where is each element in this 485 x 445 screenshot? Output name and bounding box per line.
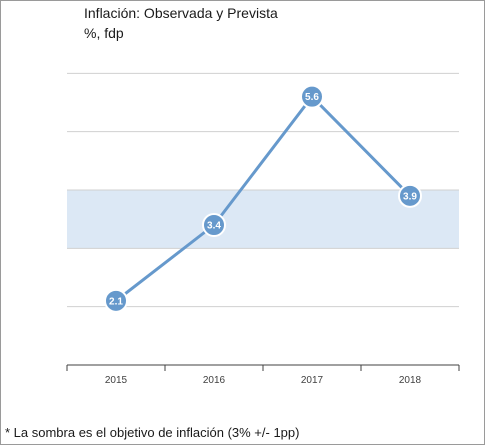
target-band — [67, 190, 459, 249]
series-line — [115, 95, 412, 303]
data-label: 3.4 — [207, 221, 221, 232]
footnote: * La sombra es el objetivo de inflación … — [5, 425, 300, 440]
data-label: 2.1 — [109, 296, 123, 307]
data-point — [398, 183, 422, 208]
data-point — [300, 84, 324, 109]
x-tick-label: 2018 — [399, 375, 422, 386]
chart-title: Inflación: Observada y Prevista — [84, 5, 278, 21]
chart-subtitle: %, fdp — [84, 25, 124, 41]
data-point — [202, 213, 226, 237]
data-point — [104, 288, 128, 313]
x-tick-label: 2017 — [301, 375, 324, 386]
data-label: 3.9 — [403, 191, 417, 202]
x-tick-label: 2015 — [105, 375, 128, 386]
data-label: 5.6 — [305, 92, 319, 103]
x-tick-label: 2016 — [203, 375, 226, 386]
